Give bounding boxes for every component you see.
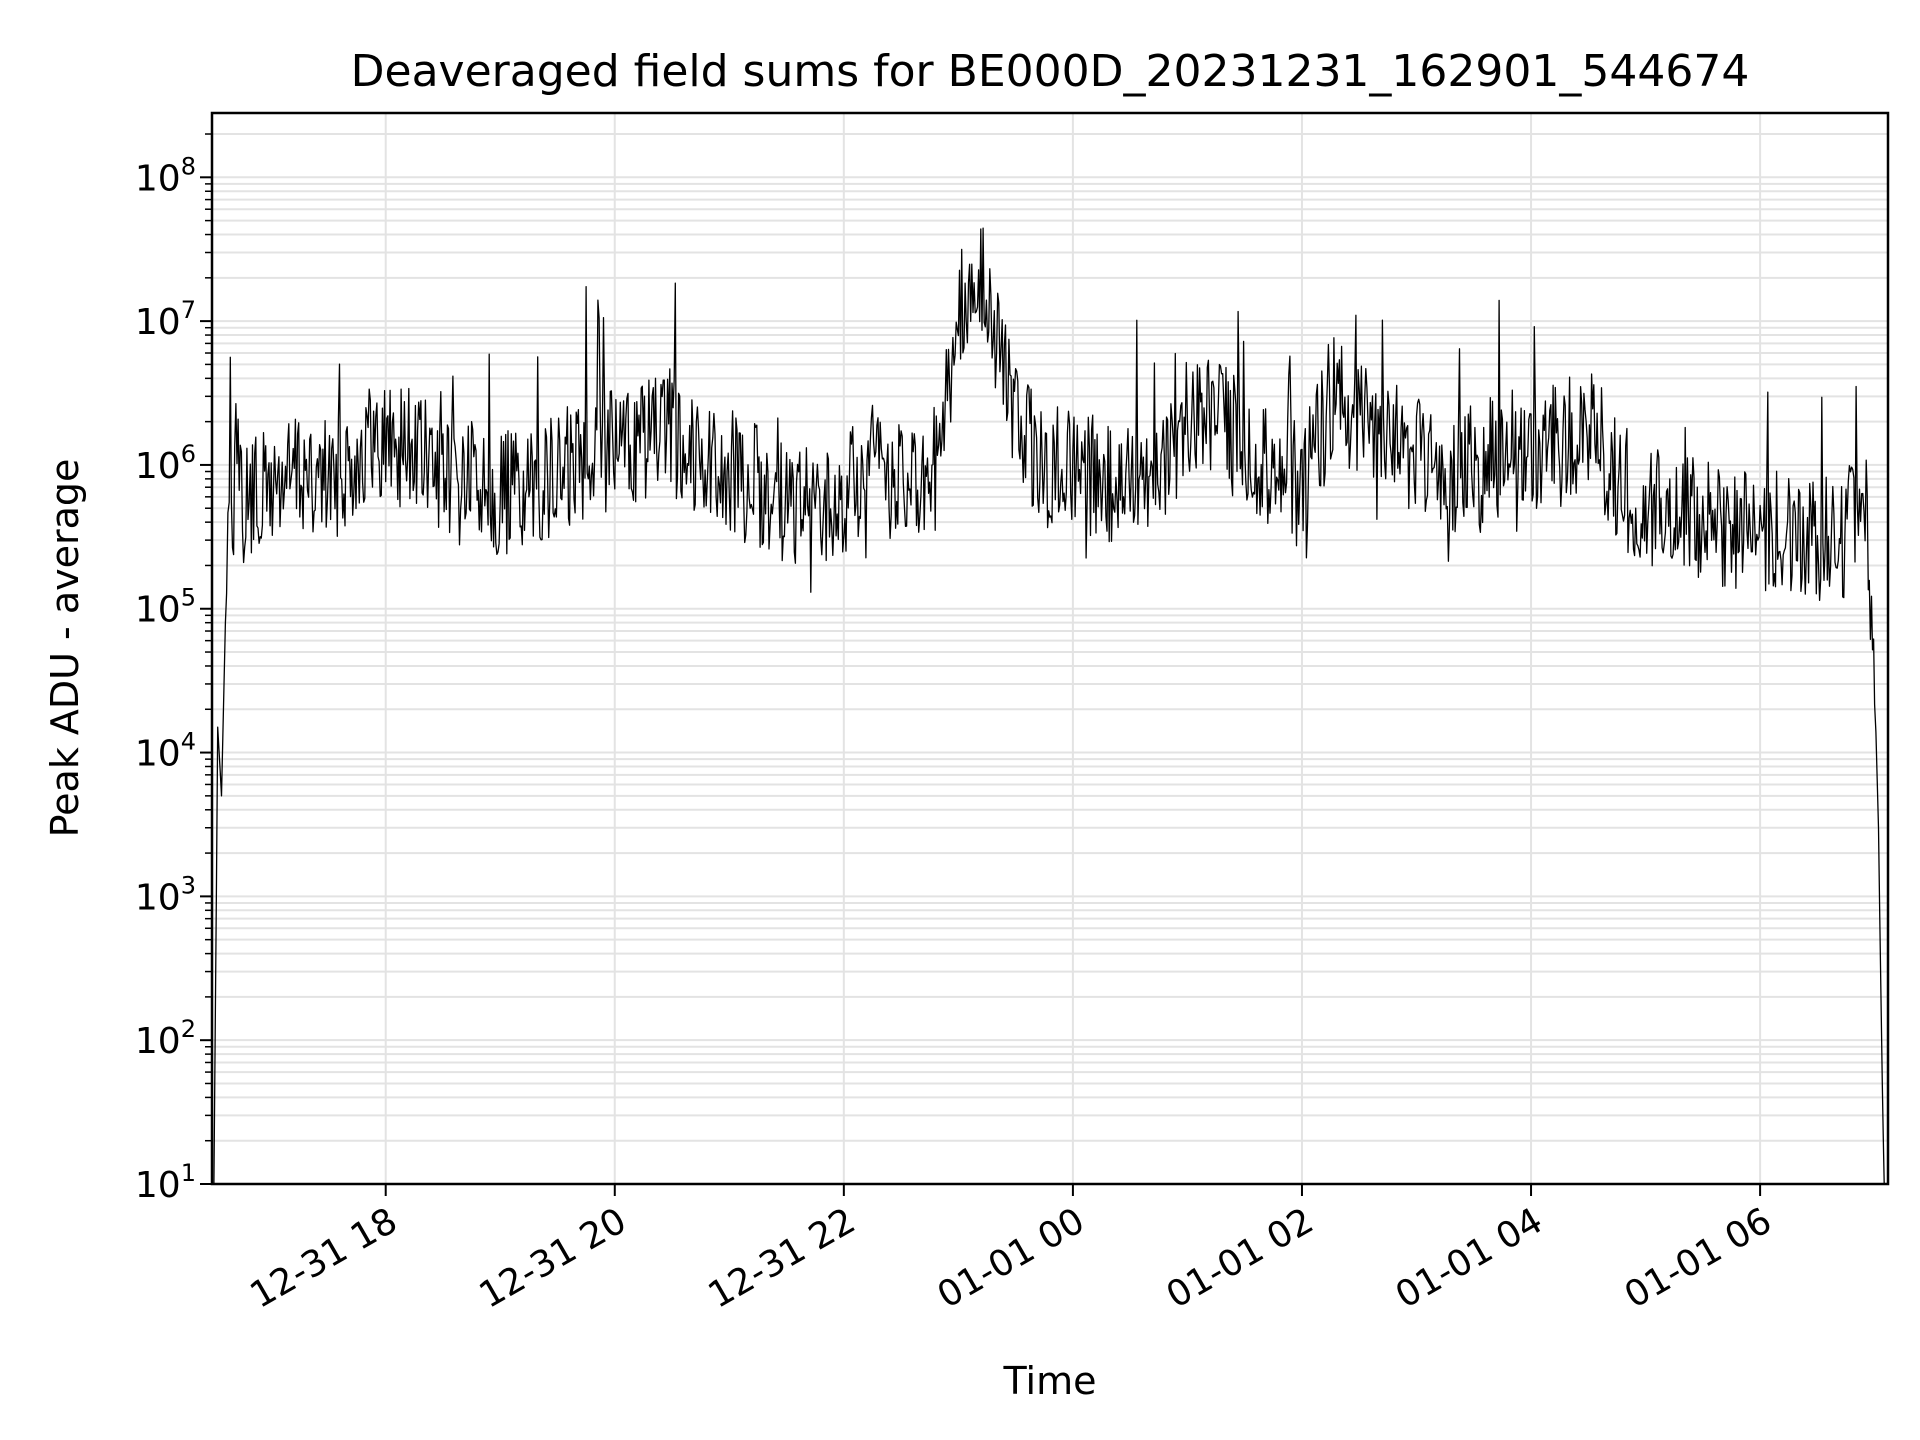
y-axis-label: Peak ADU - average (43, 459, 87, 838)
y-tick-label: 105 (135, 584, 196, 631)
chart-title: Deaveraged field sums for BE000D_2023123… (351, 46, 1750, 97)
y-tick-labels: 101 102 103 104 105 106 107 108 (135, 152, 196, 1206)
series-line (213, 227, 1885, 1185)
y-tick-label: 101 (135, 1159, 196, 1206)
y-tick-label: 107 (135, 296, 196, 343)
y-tick-label: 102 (135, 1015, 196, 1062)
axis-ticks (200, 133, 1762, 1196)
y-tick-label: 104 (135, 728, 196, 775)
x-axis-label: Time (1003, 1359, 1097, 1403)
y-tick-label: 103 (135, 871, 196, 918)
plot-frame (210, 111, 1890, 1186)
y-tick-label: 108 (135, 152, 196, 199)
y-tick-label: 106 (135, 440, 196, 487)
